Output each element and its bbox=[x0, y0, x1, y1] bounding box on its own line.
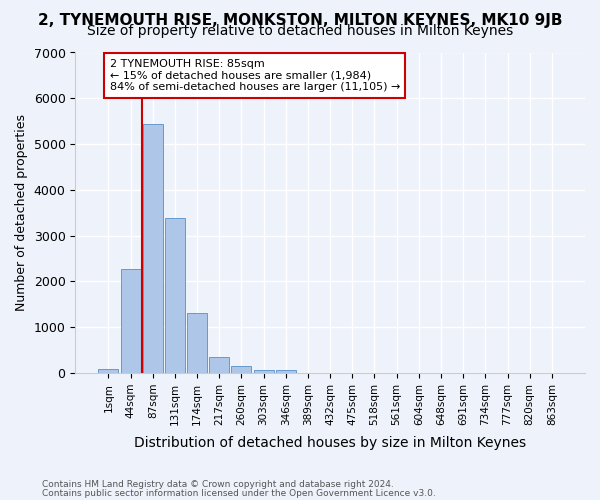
Bar bbox=[276, 370, 296, 373]
Bar bbox=[165, 218, 185, 373]
Bar bbox=[143, 124, 163, 373]
X-axis label: Distribution of detached houses by size in Milton Keynes: Distribution of detached houses by size … bbox=[134, 436, 526, 450]
Y-axis label: Number of detached properties: Number of detached properties bbox=[15, 114, 28, 312]
Bar bbox=[209, 356, 229, 373]
Text: 2, TYNEMOUTH RISE, MONKSTON, MILTON KEYNES, MK10 9JB: 2, TYNEMOUTH RISE, MONKSTON, MILTON KEYN… bbox=[38, 12, 562, 28]
Text: Size of property relative to detached houses in Milton Keynes: Size of property relative to detached ho… bbox=[87, 24, 513, 38]
Bar bbox=[232, 366, 251, 373]
Bar bbox=[254, 370, 274, 373]
Bar bbox=[98, 370, 118, 373]
Text: Contains public sector information licensed under the Open Government Licence v3: Contains public sector information licen… bbox=[42, 488, 436, 498]
Text: 2 TYNEMOUTH RISE: 85sqm
← 15% of detached houses are smaller (1,984)
84% of semi: 2 TYNEMOUTH RISE: 85sqm ← 15% of detache… bbox=[110, 59, 400, 92]
Text: Contains HM Land Registry data © Crown copyright and database right 2024.: Contains HM Land Registry data © Crown c… bbox=[42, 480, 394, 489]
Bar bbox=[121, 269, 140, 373]
Bar bbox=[187, 313, 207, 373]
